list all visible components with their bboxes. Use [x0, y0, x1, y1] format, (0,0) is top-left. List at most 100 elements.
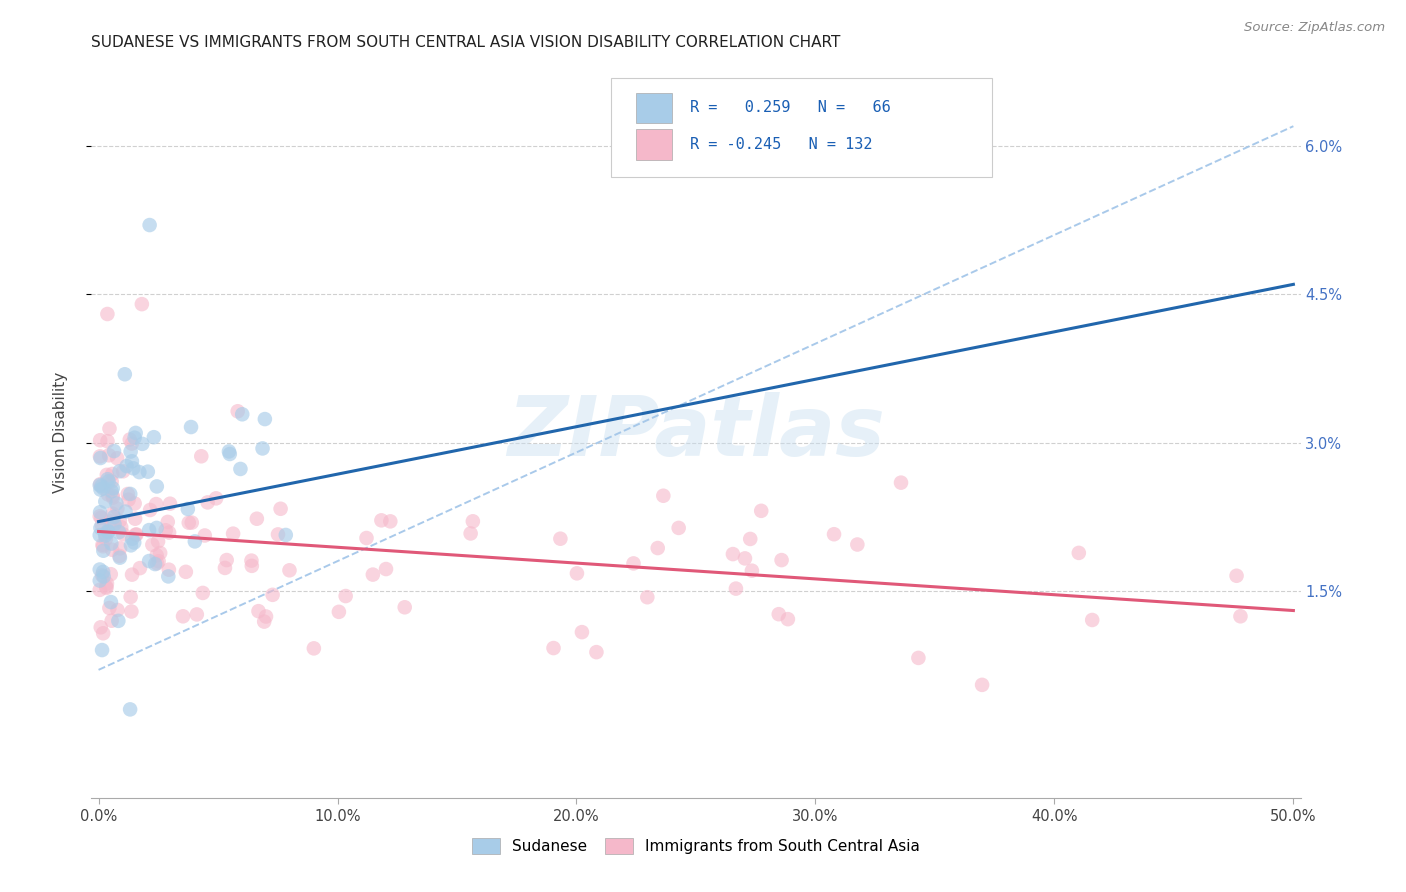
Point [253, 615, 276, 629]
Point [776, 612, 799, 626]
Point [98, 515, 121, 529]
Point [177, 502, 200, 516]
Point [90, 620, 112, 634]
Point [724, 582, 747, 596]
Point [96, 576, 118, 591]
Point [97, 525, 120, 540]
Point [110, 520, 132, 534]
Point [91, 565, 114, 579]
Text: R =   0.259   N =   66: R = 0.259 N = 66 [690, 101, 890, 115]
Point [96, 434, 118, 449]
Point [120, 444, 142, 458]
Point [636, 591, 658, 605]
Point [97, 487, 120, 501]
Point [118, 433, 141, 447]
Point [370, 513, 392, 527]
Point [180, 420, 202, 434]
Point [131, 297, 153, 311]
Point [101, 517, 124, 532]
Point [101, 489, 124, 503]
Point [108, 514, 131, 528]
Point [229, 462, 252, 476]
Point [380, 514, 402, 528]
Point [105, 496, 128, 510]
Point [550, 532, 572, 546]
Point [155, 523, 177, 537]
Point [138, 218, 160, 232]
Point [143, 557, 166, 571]
Point [89, 528, 111, 542]
Point [117, 492, 139, 507]
Point [1229, 609, 1251, 624]
Point [335, 589, 357, 603]
Point [96, 581, 118, 595]
Point [184, 534, 207, 549]
Point [623, 557, 645, 571]
Point [1081, 613, 1104, 627]
Point [103, 517, 125, 532]
Point [100, 475, 122, 489]
Point [121, 436, 143, 450]
Point [89, 509, 111, 524]
Point [145, 521, 167, 535]
Point [97, 524, 120, 538]
Point [94, 494, 117, 508]
Point [328, 605, 350, 619]
Point [215, 553, 238, 567]
Point [89, 582, 111, 597]
Point [120, 590, 142, 604]
Point [252, 442, 274, 456]
Point [103, 510, 125, 524]
Point [120, 605, 142, 619]
Point [89, 477, 111, 491]
Point [100, 614, 122, 628]
Point [103, 444, 125, 458]
Point [139, 503, 162, 517]
Point [91, 539, 114, 553]
Point [124, 512, 146, 526]
Point [1067, 546, 1090, 560]
Point [138, 554, 160, 568]
Point [274, 528, 297, 542]
Point [177, 516, 200, 530]
Point [741, 564, 763, 578]
Point [105, 451, 128, 466]
Point [108, 541, 131, 556]
Point [108, 525, 131, 540]
Point [100, 567, 122, 582]
Point [120, 538, 142, 552]
Point [94, 526, 117, 541]
Point [98, 448, 121, 462]
Point [128, 465, 150, 479]
Point [96, 467, 118, 482]
Point [972, 678, 994, 692]
Point [149, 546, 172, 560]
Point [197, 495, 219, 509]
Point [112, 527, 135, 541]
Point [115, 459, 138, 474]
Point [146, 534, 169, 549]
Point [129, 561, 152, 575]
Point [93, 543, 115, 558]
Point [460, 526, 482, 541]
Point [100, 484, 122, 499]
Point [101, 491, 124, 505]
Point [222, 526, 245, 541]
Point [89, 562, 111, 576]
Point [218, 447, 240, 461]
Point [89, 478, 111, 492]
Point [114, 368, 136, 382]
Point [89, 521, 111, 535]
Point [148, 554, 170, 568]
Point [770, 553, 793, 567]
Point [117, 487, 139, 501]
Point [267, 527, 290, 541]
Point [124, 431, 146, 445]
Point [97, 475, 120, 489]
Point [141, 538, 163, 552]
Point [146, 479, 169, 493]
Point [240, 558, 263, 573]
Point [101, 467, 124, 481]
Point [218, 444, 240, 458]
Point [94, 532, 117, 546]
